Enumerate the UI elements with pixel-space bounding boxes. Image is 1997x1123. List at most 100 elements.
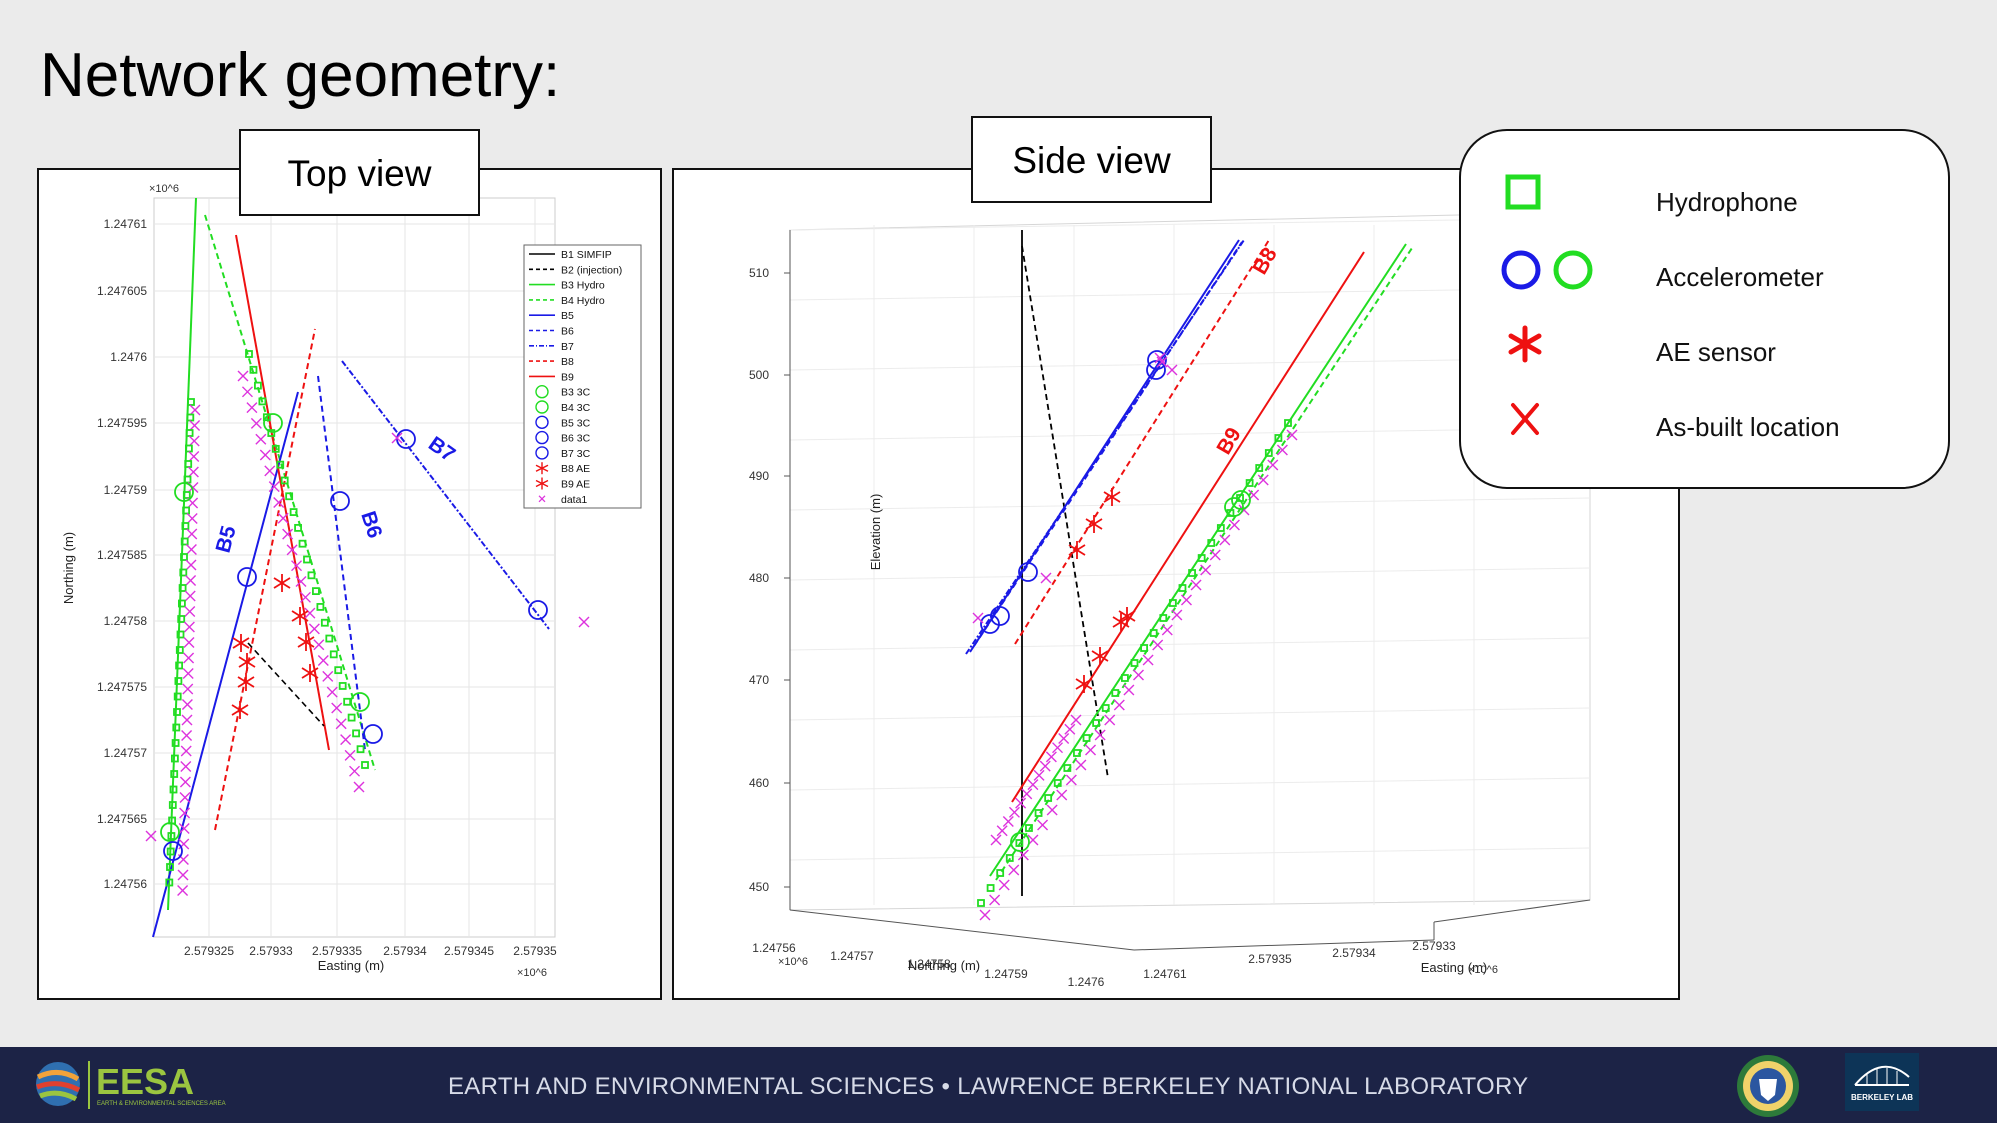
top-y-axis-label: Northing (m): [61, 532, 76, 604]
hydrophone-marker: [169, 785, 178, 794]
side-grid-line: [789, 567, 1591, 581]
accelerometer-marker: [1010, 832, 1030, 852]
as-built-symbol-icon: [1511, 403, 1539, 435]
legend-circle-swatch: [535, 400, 549, 414]
as-built-marker: [246, 402, 258, 414]
accelerometer-marker: [980, 614, 1000, 634]
legend-entry-label: B9: [561, 371, 574, 383]
as-built-marker: [184, 606, 196, 617]
berkeley-lab-logo: BERKELEY LAB: [1845, 1053, 1919, 1111]
as-built-stroke: [286, 544, 298, 556]
legend-entry-label: B8: [561, 356, 574, 368]
as-built-marker: [1190, 579, 1202, 591]
side-grid-line: [789, 287, 1591, 301]
accelerometer-marker: [363, 724, 383, 744]
ae-stroke: [1075, 678, 1093, 690]
as-built-marker: [1085, 744, 1097, 756]
as-built-stroke: [1152, 639, 1164, 651]
footer-bar: EESA EARTH & ENVIRONMENTAL SCIENCES AREA…: [0, 1047, 1997, 1123]
as-built-stroke: [184, 606, 196, 617]
hydrophone-marker: [245, 350, 253, 358]
as-built-stroke: [189, 404, 201, 416]
as-built-stroke: [282, 528, 294, 540]
as-built-marker: [177, 869, 189, 881]
legend-entry-label: B4 Hydro: [561, 295, 605, 307]
hydrophone-marker: [356, 745, 365, 754]
as-built-stroke: [1171, 609, 1183, 621]
side-floor-edge: [1433, 899, 1591, 923]
as-built-marker: [331, 702, 343, 714]
side-grid-line: [789, 777, 1591, 791]
as-built-marker: [273, 496, 285, 508]
hydrophone-marker: [187, 398, 195, 406]
as-built-marker: [291, 560, 303, 572]
hydrophone-marker: [298, 539, 307, 548]
side-z-exponent: ×10^6: [1468, 964, 1498, 976]
legend-entry-label: B6: [561, 326, 574, 338]
as-built-stroke: [996, 825, 1008, 837]
as-built-stroke: [185, 544, 197, 555]
as-built-stroke: [578, 616, 590, 628]
eesa-globe-icon: [36, 1062, 81, 1106]
as-built-stroke: [331, 702, 343, 714]
as-built-stroke: [1064, 723, 1076, 735]
as-built-marker: [177, 885, 189, 896]
legend-entry-label: B5: [561, 310, 574, 322]
as-built-marker: [1267, 459, 1279, 471]
as-built-stroke: [1037, 819, 1049, 831]
ae-sensor-marker: [231, 701, 249, 719]
as-built-stroke: [277, 512, 289, 524]
as-built-stroke: [308, 623, 320, 635]
as-built-marker: [1021, 788, 1033, 800]
hydrophone-marker: [347, 713, 356, 722]
as-built-marker: [1123, 684, 1135, 696]
legend-x-swatch: [538, 495, 546, 503]
b9-line: [1011, 251, 1365, 803]
as-built-marker: [277, 512, 289, 524]
side-y-tick-label: 490: [749, 469, 769, 483]
hydrophone-marker: [249, 365, 258, 374]
accelerometer-symbol-icon: [1501, 250, 1593, 290]
as-built-marker: [182, 668, 194, 679]
as-built-stroke: [177, 869, 189, 881]
side-y-axis-label: Elevation (m): [868, 494, 883, 571]
as-built-stroke: [1058, 732, 1070, 744]
as-built-marker: [1156, 356, 1168, 368]
side-grid-line: [789, 707, 1591, 721]
as-built-marker: [259, 449, 271, 461]
hydrophone-marker: [165, 878, 174, 887]
hydrophone-marker: [352, 729, 360, 738]
as-built-marker: [1033, 769, 1045, 781]
hydrophone-marker: [182, 491, 191, 499]
as-built-marker: [326, 686, 338, 698]
ae-stroke: [232, 637, 250, 649]
as-built-stroke: [335, 718, 347, 730]
legend-entry-label: data1: [561, 494, 587, 506]
legend-as-built-label: As-built location: [1656, 412, 1840, 442]
hydrophone-marker: [1216, 524, 1225, 532]
as-built-marker: [998, 879, 1010, 891]
as-built-stroke: [179, 807, 191, 819]
top-y-tick-label: 1.24761: [104, 217, 148, 231]
as-built-marker: [183, 652, 195, 664]
as-built-marker: [295, 576, 307, 587]
as-built-stroke: [182, 683, 194, 695]
side-x-tick-label: 1.24761: [1143, 967, 1187, 981]
as-built-marker: [335, 718, 347, 730]
as-built-stroke: [1075, 759, 1087, 771]
hydrophone-marker: [325, 634, 334, 643]
hydrophone-marker: [1101, 704, 1110, 712]
as-built-stroke: [180, 745, 192, 757]
top-y-tick-label: 1.247585: [97, 548, 147, 562]
hydrophone-marker: [271, 444, 280, 453]
as-built-marker: [185, 544, 197, 555]
slide-title: Network geometry:: [40, 41, 561, 110]
hydrophone-marker: [1025, 824, 1033, 832]
hydrophone-marker: [173, 692, 182, 701]
top-x-tick-label: 2.57935: [513, 944, 557, 958]
legend-entry-label: B5 3C: [561, 417, 591, 429]
as-built-stroke: [178, 823, 190, 834]
side-grid-line: [789, 497, 1591, 511]
hydrophone-marker: [166, 863, 174, 871]
as-built-stroke: [187, 466, 199, 478]
